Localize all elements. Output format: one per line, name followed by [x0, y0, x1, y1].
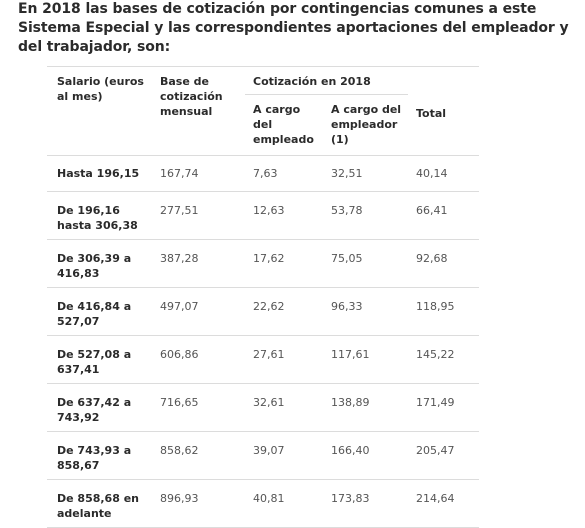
cell-salary: De 306,39 a 416,83: [57, 252, 132, 280]
cell-employer: 117,61: [331, 348, 370, 361]
cell-salary: De 743,93 a 858,67: [57, 444, 132, 472]
header-total: Total: [416, 106, 447, 120]
cell-employee: 32,61: [253, 396, 285, 409]
cell-total: 118,95: [416, 300, 455, 313]
table-header: Salario (euros al mes) Base de cotizació…: [47, 66, 479, 156]
cell-employee: 7,63: [253, 167, 278, 180]
cell-base: 896,93: [160, 492, 199, 505]
cell-total: 145,22: [416, 348, 455, 361]
cell-salary: De 858,68 en adelante: [57, 492, 139, 520]
header-salary: Salario (euros al mes): [57, 75, 144, 103]
cell-salary: De 196,16 hasta 306,38: [57, 204, 138, 232]
table-row: De 637,42 a 743,92 716,65 32,61 138,89 1…: [47, 383, 479, 432]
cell-total: 92,68: [416, 252, 448, 265]
cell-salary: Hasta 196,15: [57, 167, 140, 180]
cell-employee: 39,07: [253, 444, 285, 457]
cell-total: 171,49: [416, 396, 455, 409]
cell-total: 66,41: [416, 204, 448, 217]
cell-employer: 166,40: [331, 444, 370, 457]
cell-base: 387,28: [160, 252, 199, 265]
table-row: De 196,16 hasta 306,38 277,51 12,63 53,7…: [47, 191, 479, 240]
contribution-table: Salario (euros al mes) Base de cotizació…: [47, 66, 479, 528]
table-body: Hasta 196,15 167,74 7,63 32,51 40,14 De …: [47, 155, 479, 528]
table-row: Hasta 196,15 167,74 7,63 32,51 40,14: [47, 155, 479, 192]
table-row: De 527,08 a 637,41 606,86 27,61 117,61 1…: [47, 335, 479, 384]
cell-employee: 22,62: [253, 300, 285, 313]
cell-employer: 53,78: [331, 204, 363, 217]
header-employee: A cargo del empleado: [253, 103, 314, 146]
cell-total: 214,64: [416, 492, 455, 505]
cell-base: 858,62: [160, 444, 199, 457]
intro-paragraph: En 2018 las bases de cotización por cont…: [18, 1, 569, 55]
cell-employer: 75,05: [331, 252, 363, 265]
table-row: De 306,39 a 416,83 387,28 17,62 75,05 92…: [47, 239, 479, 288]
header-cotizacion-group: Cotización en 2018: [245, 66, 408, 95]
header-base: Base de cotización mensual: [160, 75, 223, 118]
cell-base: 497,07: [160, 300, 199, 313]
cell-total: 40,14: [416, 167, 448, 180]
table-row: De 416,84 a 527,07 497,07 22,62 96,33 11…: [47, 287, 479, 336]
cell-base: 277,51: [160, 204, 199, 217]
cell-employer: 173,83: [331, 492, 370, 505]
cell-employee: 12,63: [253, 204, 285, 217]
cell-salary: De 416,84 a 527,07: [57, 300, 132, 328]
cell-base: 167,74: [160, 167, 199, 180]
cell-base: 716,65: [160, 396, 199, 409]
table-row: De 743,93 a 858,67 858,62 39,07 166,40 2…: [47, 431, 479, 480]
cell-salary: De 637,42 a 743,92: [57, 396, 132, 424]
cell-employer: 96,33: [331, 300, 363, 313]
cell-employee: 27,61: [253, 348, 285, 361]
cell-employer: 138,89: [331, 396, 370, 409]
table-row: De 858,68 en adelante 896,93 40,81 173,8…: [47, 479, 479, 528]
cell-employee: 17,62: [253, 252, 285, 265]
cell-salary: De 527,08 a 637,41: [57, 348, 132, 376]
header-employer: A cargo del empleador (1): [331, 103, 402, 146]
cell-employee: 40,81: [253, 492, 285, 505]
cell-employer: 32,51: [331, 167, 363, 180]
cell-base: 606,86: [160, 348, 199, 361]
cell-total: 205,47: [416, 444, 455, 457]
